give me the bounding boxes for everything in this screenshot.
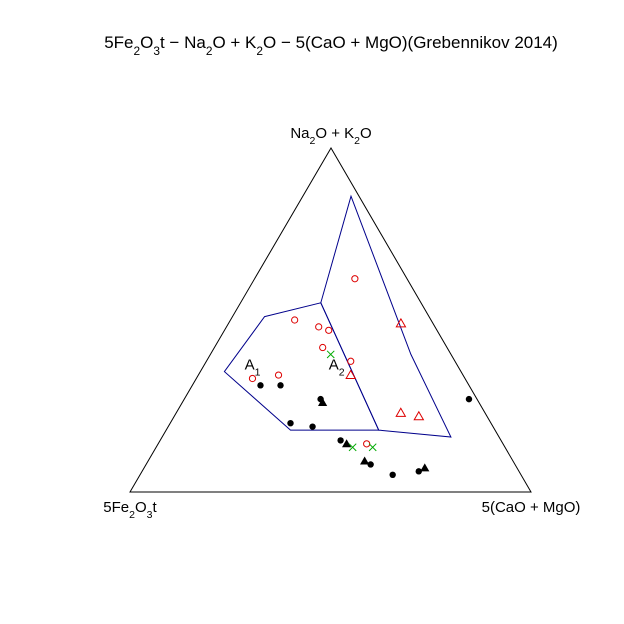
data-point-filled-circle	[367, 461, 374, 468]
vertex-label-left: 5Fe2O3t	[103, 499, 157, 521]
data-point-open-circle	[274, 371, 283, 379]
data-point-open-triangle	[395, 317, 407, 328]
field-boundary-a2	[320, 194, 452, 438]
data-point-open-circle	[363, 440, 371, 448]
field-label-a1: A1	[245, 357, 261, 379]
field-boundaries	[223, 194, 452, 438]
data-point-open-circle	[325, 326, 333, 334]
data-point-filled-circle	[337, 437, 344, 444]
data-point-filled-circle	[277, 382, 284, 389]
data-point-open-triangle	[345, 369, 357, 379]
data-point-cross	[368, 443, 377, 452]
data-point-open-circle	[319, 343, 327, 352]
data-points	[248, 275, 473, 478]
data-point-open-circle	[248, 374, 257, 383]
data-point-filled-triangle	[342, 439, 352, 448]
data-point-filled-circle	[415, 468, 422, 475]
data-point-open-circle	[315, 323, 323, 331]
vertex-label-right: 5(CaO + MgO)	[482, 499, 581, 516]
data-point-open-circle	[351, 275, 359, 283]
data-point-open-triangle	[413, 410, 425, 421]
data-point-filled-triangle	[360, 456, 370, 465]
field-boundary-a1	[223, 302, 380, 431]
data-point-filled-circle	[309, 423, 316, 430]
data-point-filled-triangle	[420, 463, 430, 472]
chart-title: 5Fe2O3t − Na2O + K2O − 5(CaO + MgO)(Greb…	[104, 33, 558, 58]
data-point-filled-triangle	[318, 397, 328, 407]
field-labels: A1 A2	[245, 357, 345, 379]
field-label-a2: A2	[329, 357, 345, 379]
data-point-filled-circle	[257, 382, 264, 389]
ternary-frame	[129, 147, 532, 493]
data-point-filled-circle	[389, 471, 396, 478]
data-point-open-circle	[347, 357, 355, 365]
data-point-cross	[348, 443, 357, 452]
data-point-open-circle	[291, 316, 299, 324]
vertex-label-top: Na2O + K2O	[290, 125, 371, 147]
data-point-filled-circle	[465, 395, 473, 403]
data-point-filled-circle	[287, 420, 294, 427]
data-point-open-triangle	[395, 407, 407, 417]
data-point-cross	[326, 350, 335, 359]
